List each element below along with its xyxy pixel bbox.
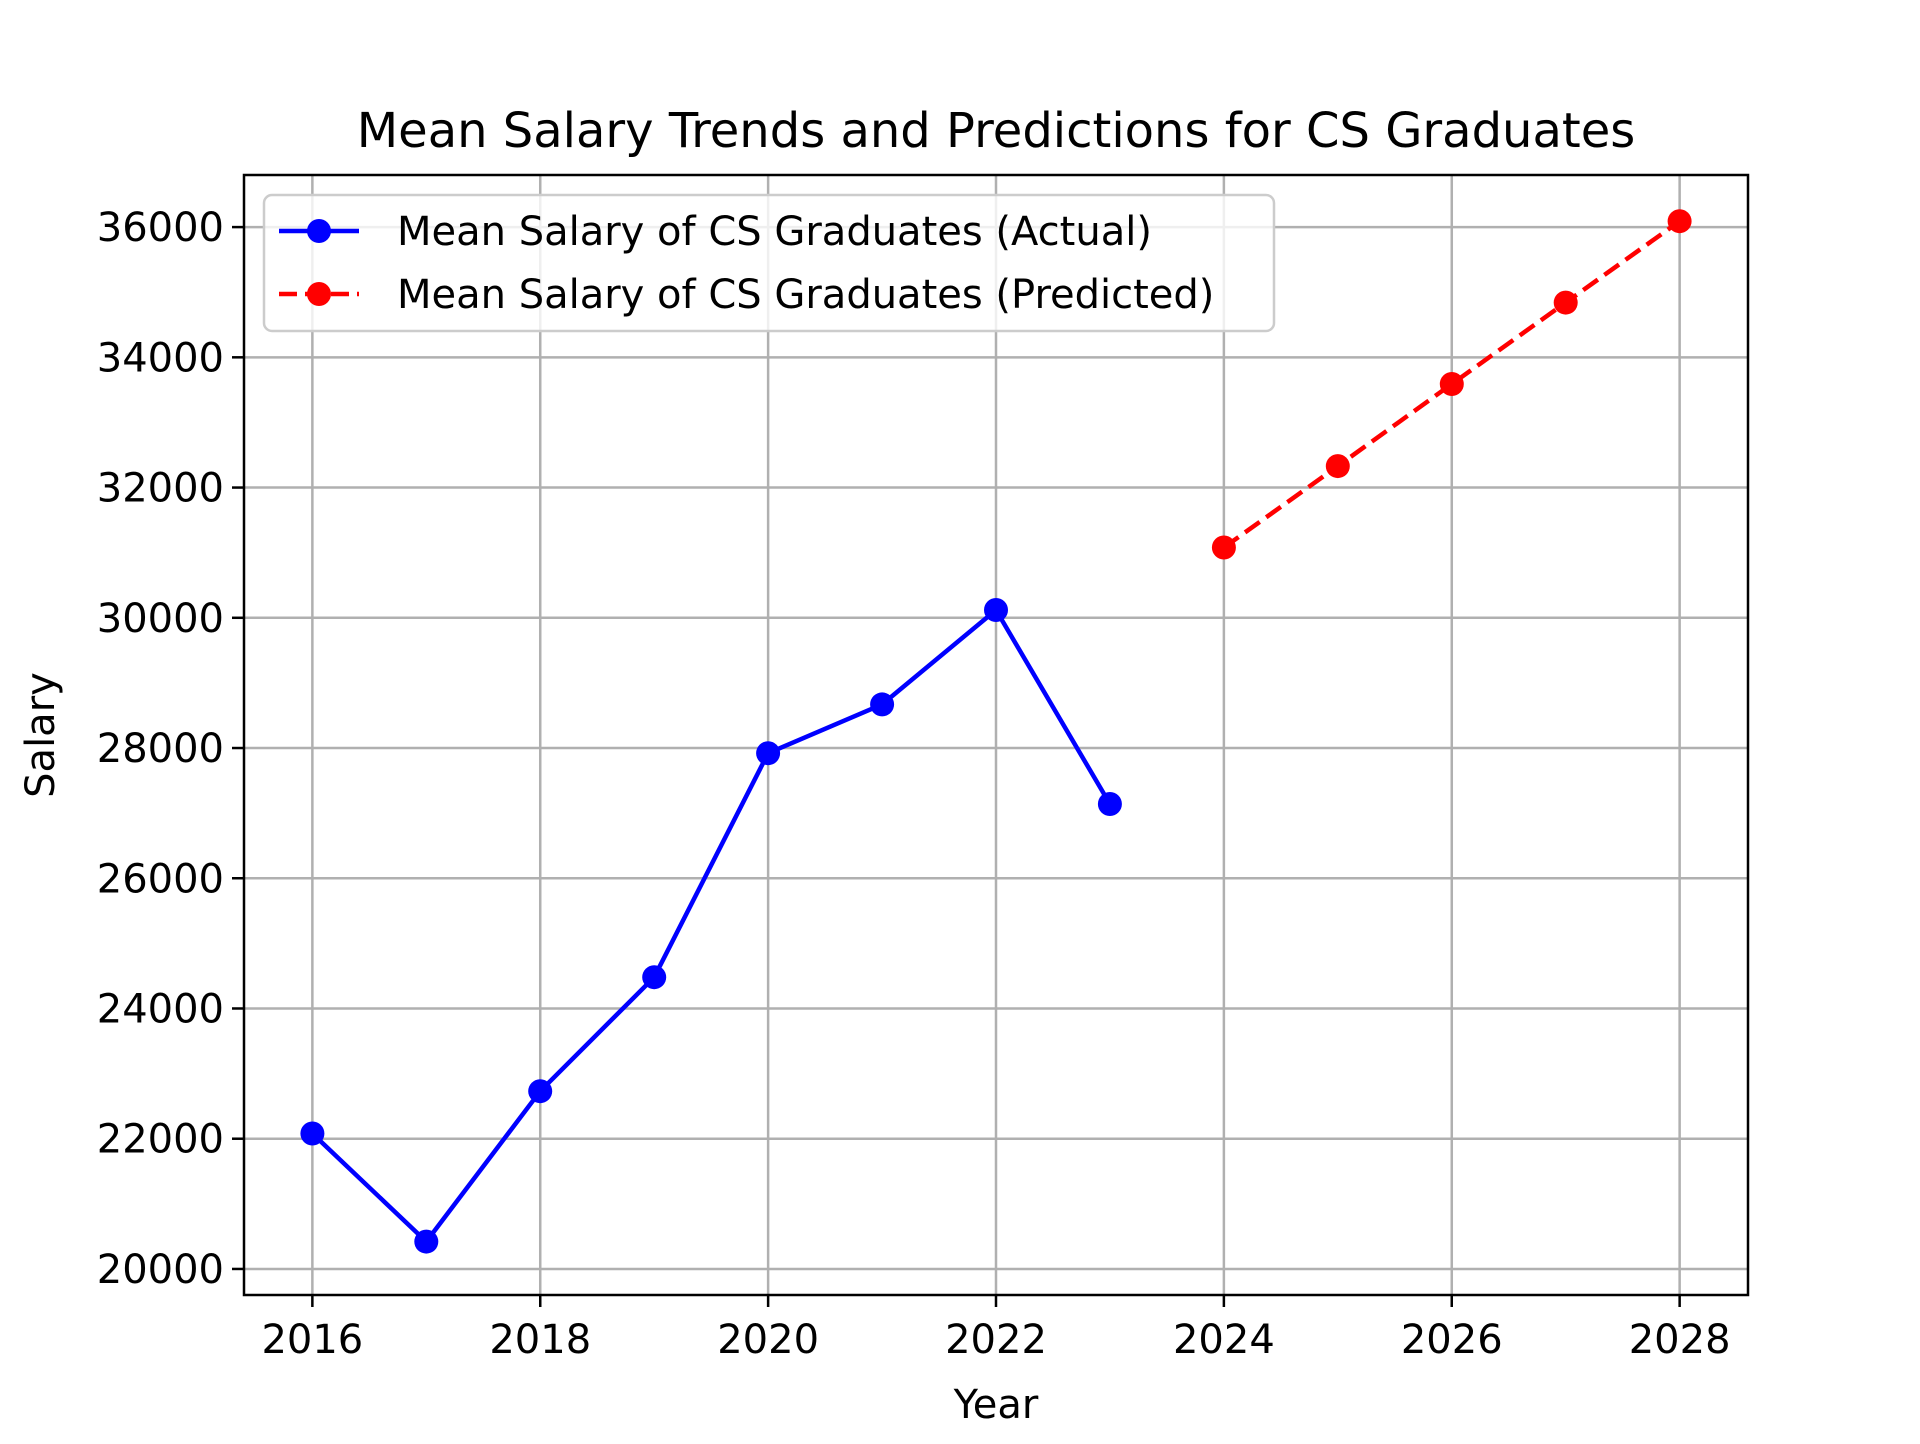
- y-tick-label: 20000: [97, 1247, 224, 1293]
- data-point: [528, 1079, 553, 1104]
- data-point: [300, 1121, 325, 1146]
- y-tick-label: 26000: [97, 856, 224, 902]
- data-point: [756, 741, 781, 766]
- series-line-2: [1222, 219, 1681, 550]
- ticks-layer: 2016 2018 2020 2022 2024 2026 2028 20000 22000 24…: [97, 205, 1731, 1363]
- x-tick-label: 2020: [717, 1317, 819, 1363]
- y-tick-label: 28000: [97, 726, 224, 772]
- data-point: [642, 965, 667, 990]
- y-tick-label: 34000: [97, 335, 224, 381]
- data-point: [1667, 209, 1692, 234]
- y-tick-label: 22000: [97, 1117, 224, 1163]
- x-tick-label: 2022: [945, 1317, 1047, 1363]
- y-tick-label: 30000: [97, 596, 224, 642]
- data-point: [870, 692, 895, 717]
- series-layer: [300, 209, 1692, 1254]
- x-tick-label: 2018: [489, 1317, 591, 1363]
- y-tick-label: 36000: [97, 205, 224, 251]
- x-tick-label: 2024: [1173, 1317, 1275, 1363]
- legend-box: [262, 193, 1276, 333]
- data-point: [414, 1229, 439, 1254]
- data-point: [1553, 290, 1578, 315]
- data-point: [1211, 535, 1236, 560]
- y-axis-label: Salary: [18, 672, 64, 798]
- x-tick-label: 2028: [1629, 1317, 1731, 1363]
- grid-layer: [244, 175, 1748, 1295]
- legend-marker-1: [307, 219, 331, 243]
- data-point: [1325, 454, 1350, 479]
- legend: Mean Salary of CS Graduates (Actual) Mean…: [262, 193, 1276, 333]
- x-axis-label: Year: [953, 1382, 1039, 1428]
- legend-marker-2: [307, 282, 331, 306]
- legend-label-1: Mean Salary of CS Graduates (Actual): [397, 209, 1152, 255]
- series-line-1: [310, 607, 1112, 1244]
- x-tick-label: 2026: [1401, 1317, 1503, 1363]
- chart-title: Mean Salary Trends and Predictions for C…: [357, 103, 1636, 159]
- data-point: [1097, 792, 1122, 816]
- y-tick-label: 32000: [97, 466, 224, 512]
- x-tick-label: 2016: [261, 1317, 363, 1363]
- data-point: [984, 598, 1008, 622]
- data-point: [1439, 372, 1464, 396]
- y-tick-label: 24000: [97, 986, 224, 1032]
- legend-label-2: Mean Salary of CS Graduates (Predicted): [397, 272, 1214, 318]
